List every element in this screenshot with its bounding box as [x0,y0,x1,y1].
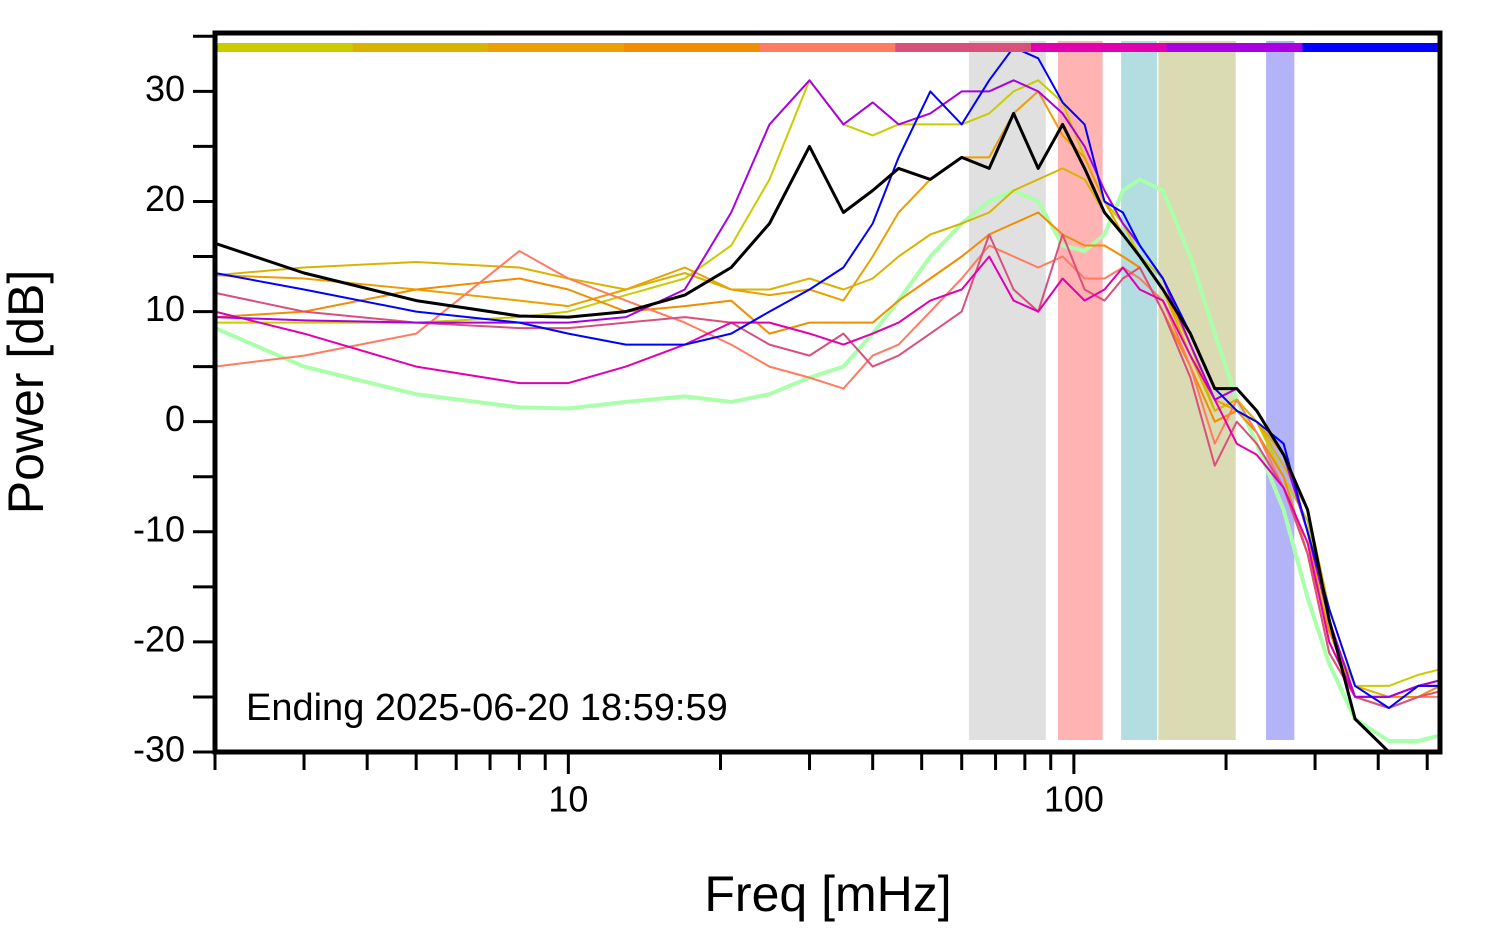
color-strip-segment [217,43,354,52]
color-strip-segment [488,43,625,52]
y-tick-label: 30 [145,68,185,109]
annotation: Ending 2025-06-20 18:59:59 [246,687,728,729]
frequency-band [1121,41,1157,740]
series-line [215,233,1440,709]
series-line [215,177,1440,743]
color-strip-segment [895,43,1032,52]
color-strip-segment [759,43,896,52]
y-tick-label: -10 [133,508,185,549]
series-line [215,79,1440,698]
y-tick-label: 20 [145,178,185,219]
series-line [215,211,1440,698]
color-strip-segment [352,43,489,52]
x-tick-label: 10 [548,779,588,820]
series-line [215,255,1440,698]
y-tick-label: -30 [133,729,185,770]
y-axis-label: Power [dB] [0,270,54,515]
plot-frame [212,30,1443,755]
color-strip-segment [624,43,761,52]
frequency-band [968,41,1046,740]
y-tick-label: 10 [145,288,185,329]
x-tick-label: 100 [1044,779,1104,820]
series-line [215,244,1440,709]
y-tick-label: 0 [165,398,185,439]
series-line [215,46,1440,709]
y-tick-label: -20 [133,618,185,659]
color-strip-segment [1302,43,1439,52]
series-line [215,79,1440,687]
series-line [215,111,1390,752]
x-axis-label: Freq [mHz] [704,866,951,922]
color-strip-segment [1031,43,1168,52]
frequency-band [1266,41,1295,740]
color-strip-segment [1166,43,1303,52]
